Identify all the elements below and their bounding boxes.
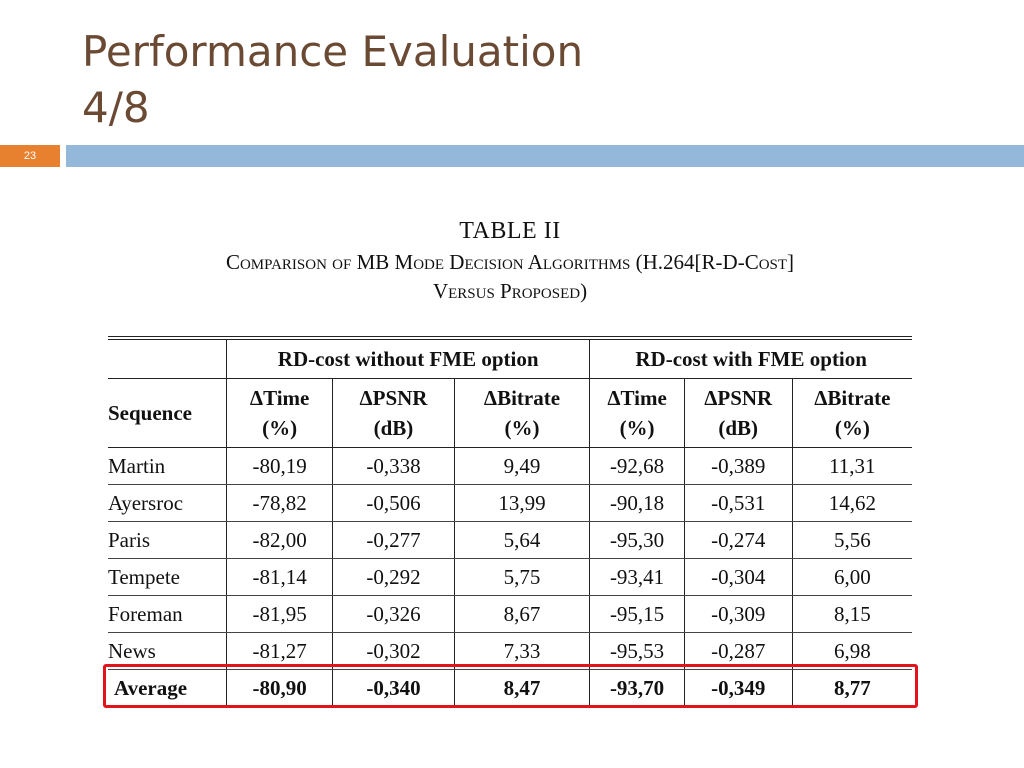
- group-header-with-fme: RD-cost with FME option: [589, 338, 912, 379]
- sequence-name-cell: Tempete: [108, 558, 227, 596]
- column-header-name: ΔBitrate: [483, 386, 561, 410]
- value-cell: 5,75: [453, 558, 590, 596]
- value-cell: -0,274: [683, 521, 793, 559]
- value-cell: 6,00: [791, 558, 912, 596]
- sequence-name-cell: Foreman: [108, 595, 227, 633]
- column-header-unit: (dB): [373, 416, 414, 440]
- column-header: ΔTime (%): [589, 378, 685, 448]
- value-cell: -95,53: [589, 632, 685, 670]
- value-cell: 8,15: [791, 595, 912, 633]
- column-header-name: Sequence: [108, 401, 192, 425]
- column-header-name: ΔBitrate: [814, 386, 891, 410]
- column-header-name: ΔPSNR: [359, 386, 428, 410]
- title-divider-bar: [66, 145, 1024, 167]
- value-cell: 8,47: [453, 669, 590, 708]
- column-header-name: ΔTime: [249, 386, 310, 410]
- value-cell: -82,00: [225, 521, 333, 559]
- value-cell: -81,95: [225, 595, 333, 633]
- value-cell: -81,14: [225, 558, 333, 596]
- slide-title-line1: Performance Evaluation: [82, 27, 584, 76]
- sequence-name-cell: News: [108, 632, 227, 670]
- value-cell: -0,287: [683, 632, 793, 670]
- value-cell: -0,302: [332, 632, 455, 670]
- sequence-name-cell: Ayersroc: [108, 484, 227, 522]
- slide-number: 23: [0, 145, 60, 167]
- value-cell: 5,64: [453, 521, 590, 559]
- value-cell: -0,531: [683, 484, 793, 522]
- value-cell: -81,27: [225, 632, 333, 670]
- value-cell: -95,30: [589, 521, 685, 559]
- value-cell: -0,506: [332, 484, 455, 522]
- table-row: Ayersroc -78,82 -0,506 13,99 -90,18 -0,531 14,…: [108, 484, 912, 522]
- value-cell: -93,70: [589, 669, 685, 708]
- column-header-unit: (%): [262, 416, 298, 440]
- sequence-name-cell: Paris: [108, 521, 227, 559]
- value-cell: 14,62: [791, 484, 912, 522]
- value-cell: -92,68: [589, 447, 685, 485]
- value-cell: 8,67: [453, 595, 590, 633]
- slide-title-line2: 4/8: [82, 83, 150, 132]
- table-label: TABLE II: [459, 218, 561, 244]
- column-header-unit: (%): [834, 416, 870, 440]
- table-row: News -81,27 -0,302 7,33 -95,53 -0,287 6,98: [108, 632, 912, 670]
- column-header: ΔPSNR (dB): [332, 378, 455, 448]
- group-header-row: RD-cost without FME option RD-cost with …: [108, 338, 912, 379]
- value-cell: 6,98: [791, 632, 912, 670]
- table-caption-line2: Versus Proposed): [432, 279, 588, 303]
- results-table: RD-cost without FME option RD-cost with …: [108, 336, 912, 708]
- value-cell: -80,90: [225, 669, 333, 708]
- column-header-name: ΔTime: [607, 386, 667, 410]
- slide-title: Performance Evaluation 4/8: [82, 24, 583, 136]
- table-row: Tempete -81,14 -0,292 5,75 -93,41 -0,304 6,00: [108, 558, 912, 596]
- table-row: Martin -80,19 -0,338 9,49 -92,68 -0,389 11,31: [108, 447, 912, 485]
- column-header-row: Sequence ΔTime (%) ΔPSNR (dB) ΔBitrate (%) ΔTim…: [108, 378, 912, 448]
- column-header-unit: (%): [504, 416, 540, 440]
- value-cell: -93,41: [589, 558, 685, 596]
- value-cell: 9,49: [453, 447, 590, 485]
- column-header: Sequence: [108, 378, 227, 448]
- column-header: ΔBitrate (%): [453, 378, 590, 448]
- group-header-empty: [108, 338, 227, 379]
- value-cell: -0,349: [683, 669, 793, 708]
- table-caption-line1: Comparison of MB Mode Decision Algorithm…: [225, 250, 795, 274]
- value-cell: -0,309: [683, 595, 793, 633]
- value-cell: 11,31: [791, 447, 912, 485]
- column-header-name: ΔPSNR: [704, 386, 773, 410]
- group-header-without-fme: RD-cost without FME option: [225, 338, 590, 379]
- value-cell: -0,277: [332, 521, 455, 559]
- value-cell: 8,77: [791, 669, 912, 708]
- column-header-unit: (%): [619, 416, 655, 440]
- value-cell: -0,389: [683, 447, 793, 485]
- average-row: Average -80,90 -0,340 8,47 -93,70 -0,349 8,77: [108, 669, 912, 708]
- value-cell: -80,19: [225, 447, 333, 485]
- table-row: Paris -82,00 -0,277 5,64 -95,30 -0,274 5,56: [108, 521, 912, 559]
- value-cell: -0,340: [332, 669, 455, 708]
- value-cell: -0,304: [683, 558, 793, 596]
- column-header: ΔPSNR (dB): [683, 378, 793, 448]
- value-cell: -0,338: [332, 447, 455, 485]
- value-cell: -0,292: [332, 558, 455, 596]
- sequence-name-cell: Martin: [108, 447, 227, 485]
- value-cell: -95,15: [589, 595, 685, 633]
- column-header-unit: (dB): [718, 416, 759, 440]
- value-cell: -78,82: [225, 484, 333, 522]
- value-cell: 13,99: [453, 484, 590, 522]
- value-cell: 7,33: [453, 632, 590, 670]
- table-row: Foreman -81,95 -0,326 8,67 -95,15 -0,309 8,15: [108, 595, 912, 633]
- value-cell: -90,18: [589, 484, 685, 522]
- value-cell: 5,56: [791, 521, 912, 559]
- column-header: ΔBitrate (%): [791, 378, 912, 448]
- value-cell: -0,326: [332, 595, 455, 633]
- sequence-name-cell: Average: [108, 669, 227, 708]
- table-body: Martin -80,19 -0,338 9,49 -92,68 -0,389 11,31 A…: [108, 447, 912, 708]
- column-header: ΔTime (%): [225, 378, 333, 448]
